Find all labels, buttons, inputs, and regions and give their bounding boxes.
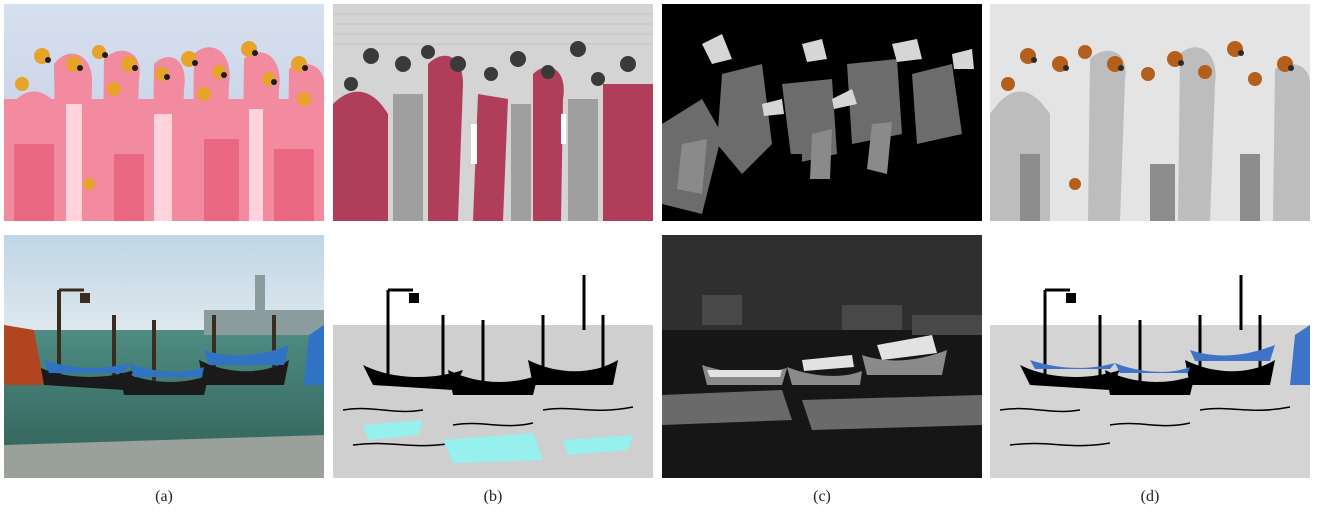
label-c: (c): [813, 488, 831, 505]
label-a: (a): [155, 488, 173, 505]
gondola-stylized-b: [333, 235, 653, 478]
panel-c-gondolas: [662, 235, 982, 478]
panel-d-gondolas: [990, 235, 1310, 478]
flamingo-stylized-b: [333, 4, 653, 221]
panel-b-flamingos: [333, 4, 653, 221]
panel-a-flamingos: [4, 4, 324, 221]
panel-b-gondolas: [333, 235, 653, 478]
label-b: (b): [483, 488, 503, 505]
gondola-stylized-d: [990, 235, 1310, 478]
panel-c-flamingos: [662, 4, 982, 221]
label-d: (d): [1140, 488, 1160, 505]
panel-d-flamingos: [990, 4, 1310, 221]
gondola-photo: [4, 235, 324, 478]
gondola-segmentation-c: [662, 235, 982, 478]
flamingo-photo: [4, 4, 324, 221]
panel-a-gondolas: [4, 235, 324, 478]
flamingo-segmentation-c: [662, 4, 982, 221]
flamingo-stylized-d: [990, 4, 1310, 221]
